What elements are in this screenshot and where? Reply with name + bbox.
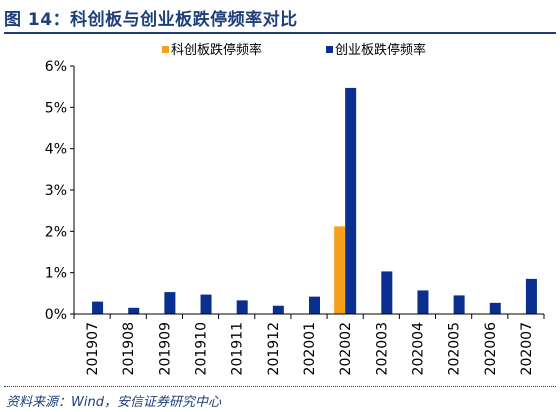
y-tick-label: 1%	[45, 266, 67, 282]
x-tick-label: 202007	[519, 322, 535, 375]
legend-label: 创业板跌停频率	[335, 42, 426, 58]
bar-chinext-202003	[381, 271, 393, 314]
y-tick-label: 3%	[45, 183, 67, 199]
legend-swatch	[162, 46, 169, 53]
bar-chinext-202001	[309, 296, 320, 314]
title-divider	[4, 32, 556, 34]
x-tick-label: 202006	[483, 322, 499, 376]
x-tick-label: 201910	[194, 322, 210, 375]
x-axis: 201907 201908 201909 201910 201911 201912 2020…	[73, 313, 545, 376]
bar-chart: 科创板跌停频率 创业板跌停频率 0%1%2%3%4%5%6% 201907 2019…	[45, 42, 545, 376]
x-tick-label: 202004	[410, 322, 426, 376]
legend-swatch	[326, 46, 333, 53]
chart-legend: 科创板跌停频率 创业板跌停频率	[162, 42, 426, 58]
y-axis: 0% 1% 2% 3% 4% 5% 6%	[45, 59, 75, 323]
x-tick-label: 201911	[230, 322, 246, 375]
bar-chinext-202004	[417, 290, 429, 314]
bar-chinext-201911	[236, 300, 248, 314]
figure-title-row: 图 14：科创板与创业板跌停频率对比	[4, 4, 556, 30]
x-tick-label: 201912	[266, 322, 282, 375]
bars	[92, 87, 537, 314]
bar-star-202002	[334, 226, 346, 314]
x-tick-label: 202005	[447, 322, 463, 375]
y-tick-label: 5%	[45, 100, 67, 116]
x-tick-label: 202002	[338, 322, 354, 375]
x-tick-label: 201908	[121, 322, 137, 375]
bar-chinext-201910	[200, 294, 212, 314]
bar-chinext-201912	[272, 305, 284, 314]
y-tick-label: 2%	[45, 224, 67, 240]
legend-label: 科创板跌停频率	[171, 42, 262, 58]
source-divider	[4, 386, 556, 387]
bar-chinext-201908	[128, 307, 140, 314]
bar-chinext-202006	[489, 302, 501, 314]
bar-chinext-202007	[525, 278, 537, 314]
bar-chinext-202002	[345, 87, 357, 314]
x-tick-label: 202003	[374, 322, 390, 375]
y-tick-label: 4%	[45, 142, 67, 158]
y-tick-label: 6%	[45, 59, 67, 75]
bar-chinext-201909	[164, 292, 176, 314]
bar-chinext-201907	[92, 301, 104, 314]
figure-title: 图 14：科创板与创业板跌停频率对比	[4, 9, 298, 30]
x-tick-label: 202001	[302, 322, 318, 375]
source-note: 资料来源：Wind，安信证券研究中心	[6, 395, 221, 410]
x-tick-label: 201909	[157, 322, 173, 375]
y-tick-label: 0%	[45, 307, 67, 323]
bar-chinext-202005	[453, 295, 465, 314]
x-tick-label: 201907	[85, 322, 101, 375]
